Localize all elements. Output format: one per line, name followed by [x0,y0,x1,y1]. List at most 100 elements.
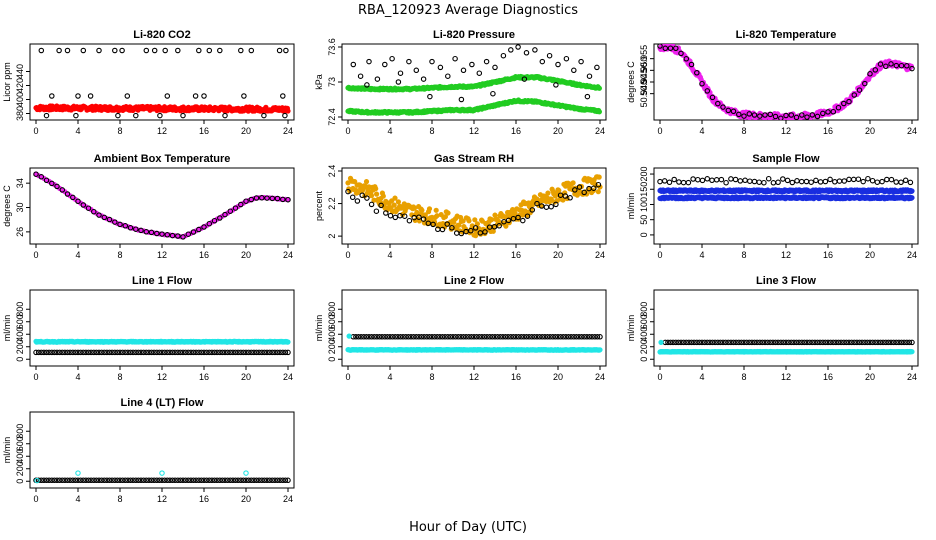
data-point [115,112,121,119]
data-point [374,191,380,197]
data-point [893,62,900,69]
data-point [767,111,774,118]
panel-title: Sample Flow [752,153,820,165]
data-point [673,45,679,52]
data-point [198,477,205,484]
data-point [893,339,900,346]
data-point [140,477,147,484]
data-point [799,112,805,118]
data-point [243,349,249,356]
y-axis-label: percent [314,190,324,221]
y-tick-label: 600 [639,314,649,329]
data-point [56,349,63,356]
data-point [846,176,852,183]
data-point [437,64,444,71]
data-point [877,339,884,346]
data-point [476,334,483,340]
data-point [175,47,181,54]
x-tick-label: 12 [781,250,791,260]
data-point [256,349,262,356]
data-point [167,349,173,356]
y-axis-label: ml/min [2,315,12,342]
data-point [712,339,718,346]
data-point [106,216,113,223]
data-point [138,477,144,484]
data-point [841,100,847,107]
data-point [704,88,711,94]
data-point [49,477,55,484]
series [345,347,603,353]
data-point [725,107,732,114]
data-point [596,174,602,180]
data-point [483,58,490,65]
data-point [201,349,207,356]
data-point [366,334,372,340]
x-tick-label: 8 [117,250,122,260]
series [657,194,915,202]
data-point [148,229,155,236]
data-point [201,224,207,230]
data-point [867,71,873,77]
data-point [730,108,737,115]
data-point [38,47,45,54]
data-point [699,80,705,87]
data-point [392,195,398,201]
data-point [416,334,422,340]
y-tick-label: 400 [15,449,25,464]
data-point [403,334,409,340]
data-point [578,334,585,340]
x-tick-label: 20 [553,372,563,382]
data-point [154,230,160,237]
data-point [460,67,467,74]
data-point [253,477,260,484]
data-point [35,349,42,356]
data-point [430,221,436,228]
data-point [874,179,881,185]
data-point [148,477,155,484]
data-point [490,90,496,97]
data-point [59,477,66,484]
data-point [879,178,885,185]
data-point [285,477,291,484]
x-tick-label: 0 [345,372,350,382]
data-point [46,477,52,484]
data-point [374,334,380,340]
data-point [804,114,810,120]
data-point [523,50,530,56]
data-point [701,339,708,346]
data-point [124,93,131,99]
x-tick-label: 16 [511,250,521,260]
data-point [164,232,171,238]
data-point [392,214,399,221]
data-point [500,334,506,340]
data-point [426,334,433,340]
data-point [135,477,142,484]
data-point [151,47,158,54]
data-point [512,211,518,217]
data-point [880,339,886,346]
data-point [355,334,362,340]
data-point [759,339,766,346]
data-point [751,112,758,118]
data-point [429,334,435,340]
data-point [364,82,370,88]
y-tick-label: 200 [15,461,25,476]
data-point [487,334,493,340]
x-tick-label: 20 [865,372,875,382]
data-point [562,193,569,199]
data-point [135,349,142,356]
data-point [733,339,739,346]
data-point [56,477,63,484]
data-point [695,176,701,183]
data-point [502,334,509,340]
x-tick-label: 12 [781,372,791,382]
data-point [185,349,192,356]
data-point [101,214,108,221]
data-point [427,93,433,100]
series [38,47,289,119]
data-point [196,47,202,54]
data-point [820,339,826,346]
series [33,477,291,484]
